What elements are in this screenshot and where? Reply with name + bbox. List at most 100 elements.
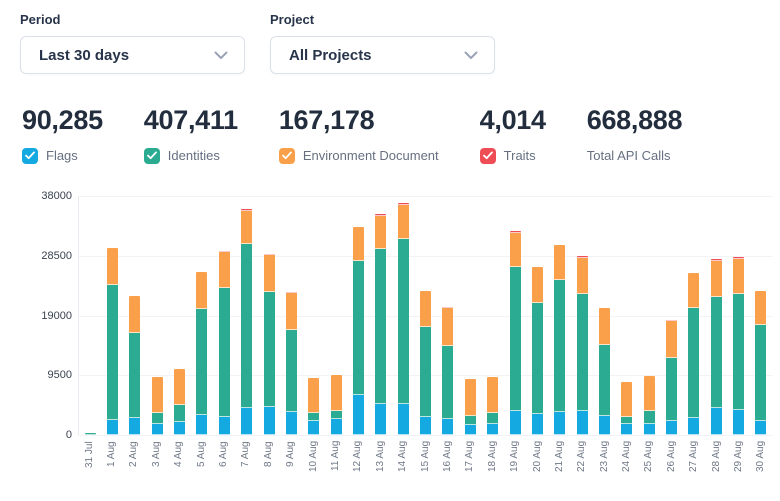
stacked-bar[interactable]	[487, 377, 499, 435]
stacked-bar[interactable]	[129, 296, 141, 435]
y-axis-tick-38000: 38000	[41, 190, 72, 202]
segment-identities	[352, 261, 364, 396]
stacked-bar[interactable]	[196, 271, 208, 435]
stacked-bar[interactable]	[375, 213, 387, 435]
segment-identities	[710, 296, 722, 409]
bar-column-18-aug[interactable]	[481, 196, 503, 435]
stacked-bar[interactable]	[285, 291, 297, 435]
bar-column-5-aug[interactable]	[191, 196, 213, 435]
bar-column-12-aug[interactable]	[347, 196, 369, 435]
project-label: Project	[270, 12, 315, 27]
bar-column-20-aug[interactable]	[526, 196, 548, 435]
bar-column-29-aug[interactable]	[727, 196, 749, 435]
segment-flags	[285, 411, 297, 435]
stacked-bar[interactable]	[688, 272, 700, 435]
segment-flags	[375, 404, 387, 435]
stacked-bar[interactable]	[710, 258, 722, 435]
flags-checkbox[interactable]	[22, 147, 38, 164]
chart-bars	[79, 196, 772, 435]
bar-column-25-aug[interactable]	[638, 196, 660, 435]
bar-column-13-aug[interactable]	[370, 196, 392, 435]
stacked-bar[interactable]	[464, 379, 476, 435]
traits-checkbox[interactable]	[479, 147, 496, 164]
stacked-bar[interactable]	[576, 256, 588, 435]
project-select[interactable]: All Projects	[270, 36, 495, 74]
bar-column-15-aug[interactable]	[414, 196, 436, 435]
x-axis-label-wrap: 2 Aug	[123, 441, 145, 487]
x-axis-label-wrap: 18 Aug	[481, 441, 503, 487]
stacked-bar[interactable]	[643, 376, 655, 435]
x-axis-label-20-aug: 20 Aug	[531, 441, 543, 473]
segment-environment-document	[666, 321, 678, 359]
stacked-bar[interactable]	[397, 203, 409, 435]
stacked-bar[interactable]	[352, 227, 364, 435]
bar-column-11-aug[interactable]	[325, 196, 347, 435]
bar-column-16-aug[interactable]	[437, 196, 459, 435]
bar-column-10-aug[interactable]	[303, 196, 325, 435]
bar-column-24-aug[interactable]	[616, 196, 638, 435]
bar-column-8-aug[interactable]	[258, 196, 280, 435]
stacked-bar[interactable]	[509, 230, 521, 435]
gridline	[79, 196, 772, 197]
x-axis-label-24-aug: 24 Aug	[621, 441, 633, 473]
stacked-bar[interactable]	[442, 307, 454, 435]
stacked-bar[interactable]	[733, 257, 745, 435]
stacked-bar[interactable]	[174, 369, 186, 435]
segment-identities	[464, 415, 476, 425]
stacked-bar[interactable]	[241, 209, 253, 435]
stacked-bar[interactable]	[151, 376, 163, 435]
x-axis-label-28-aug: 28 Aug	[710, 441, 722, 473]
bar-column-2-aug[interactable]	[124, 196, 146, 435]
identities-checkbox[interactable]	[143, 147, 160, 164]
bar-column-22-aug[interactable]	[571, 196, 593, 435]
y-axis-tick-0: 0	[65, 429, 72, 441]
bar-column-3-aug[interactable]	[146, 196, 168, 435]
bar-column-26-aug[interactable]	[660, 196, 682, 435]
stat-label: Identities	[167, 148, 220, 163]
bar-column-7-aug[interactable]	[236, 196, 258, 435]
stacked-bar[interactable]	[308, 377, 320, 435]
bar-column-23-aug[interactable]	[593, 196, 615, 435]
period-select[interactable]: Last 30 days	[20, 36, 245, 74]
bar-column-28-aug[interactable]	[705, 196, 727, 435]
environment-document-checkbox[interactable]	[278, 147, 295, 164]
stacked-bar[interactable]	[755, 290, 767, 435]
bar-column-1-aug[interactable]	[101, 196, 123, 435]
stacked-bar[interactable]	[666, 320, 678, 435]
stacked-bar[interactable]	[107, 247, 119, 435]
stacked-bar[interactable]	[330, 375, 342, 435]
bar-column-21-aug[interactable]	[549, 196, 571, 435]
checkmark-icon	[281, 151, 292, 160]
stacked-bar[interactable]	[621, 382, 633, 435]
bar-column-19-aug[interactable]	[504, 196, 526, 435]
stacked-bar[interactable]	[598, 308, 610, 435]
x-axis-label-wrap: 11 Aug	[324, 441, 346, 487]
stacked-bar[interactable]	[531, 266, 543, 435]
bar-column-17-aug[interactable]	[459, 196, 481, 435]
segment-flags	[308, 420, 320, 435]
segment-identities	[285, 329, 297, 412]
stacked-bar[interactable]	[263, 253, 275, 435]
x-axis-label-wrap: 13 Aug	[369, 441, 391, 487]
bar-column-9-aug[interactable]	[280, 196, 302, 435]
stacked-bar[interactable]	[218, 250, 230, 435]
period-filter: Period Last 30 days	[20, 12, 245, 74]
bar-column-30-aug[interactable]	[750, 196, 772, 435]
stat-total-api-calls: 668,888 Total API Calls	[587, 104, 683, 164]
segment-identities	[755, 325, 767, 422]
bar-column-6-aug[interactable]	[213, 196, 235, 435]
bar-column-4-aug[interactable]	[168, 196, 190, 435]
x-axis-label-wrap: 12 Aug	[347, 441, 369, 487]
segment-traits	[576, 256, 588, 259]
bar-column-31-jul[interactable]	[79, 196, 101, 435]
stacked-bar[interactable]	[554, 245, 566, 435]
bar-column-14-aug[interactable]	[392, 196, 414, 435]
stacked-bar[interactable]	[420, 290, 432, 435]
stat-identities: 407,411 Identities	[143, 104, 238, 164]
stacked-bar[interactable]	[84, 433, 96, 435]
bar-column-27-aug[interactable]	[683, 196, 705, 435]
stat-label: Environment Document	[302, 148, 439, 163]
segment-identities	[397, 239, 409, 404]
segment-environment-document	[241, 211, 253, 245]
filters-row: Period Last 30 days Project All Projects	[20, 12, 495, 74]
